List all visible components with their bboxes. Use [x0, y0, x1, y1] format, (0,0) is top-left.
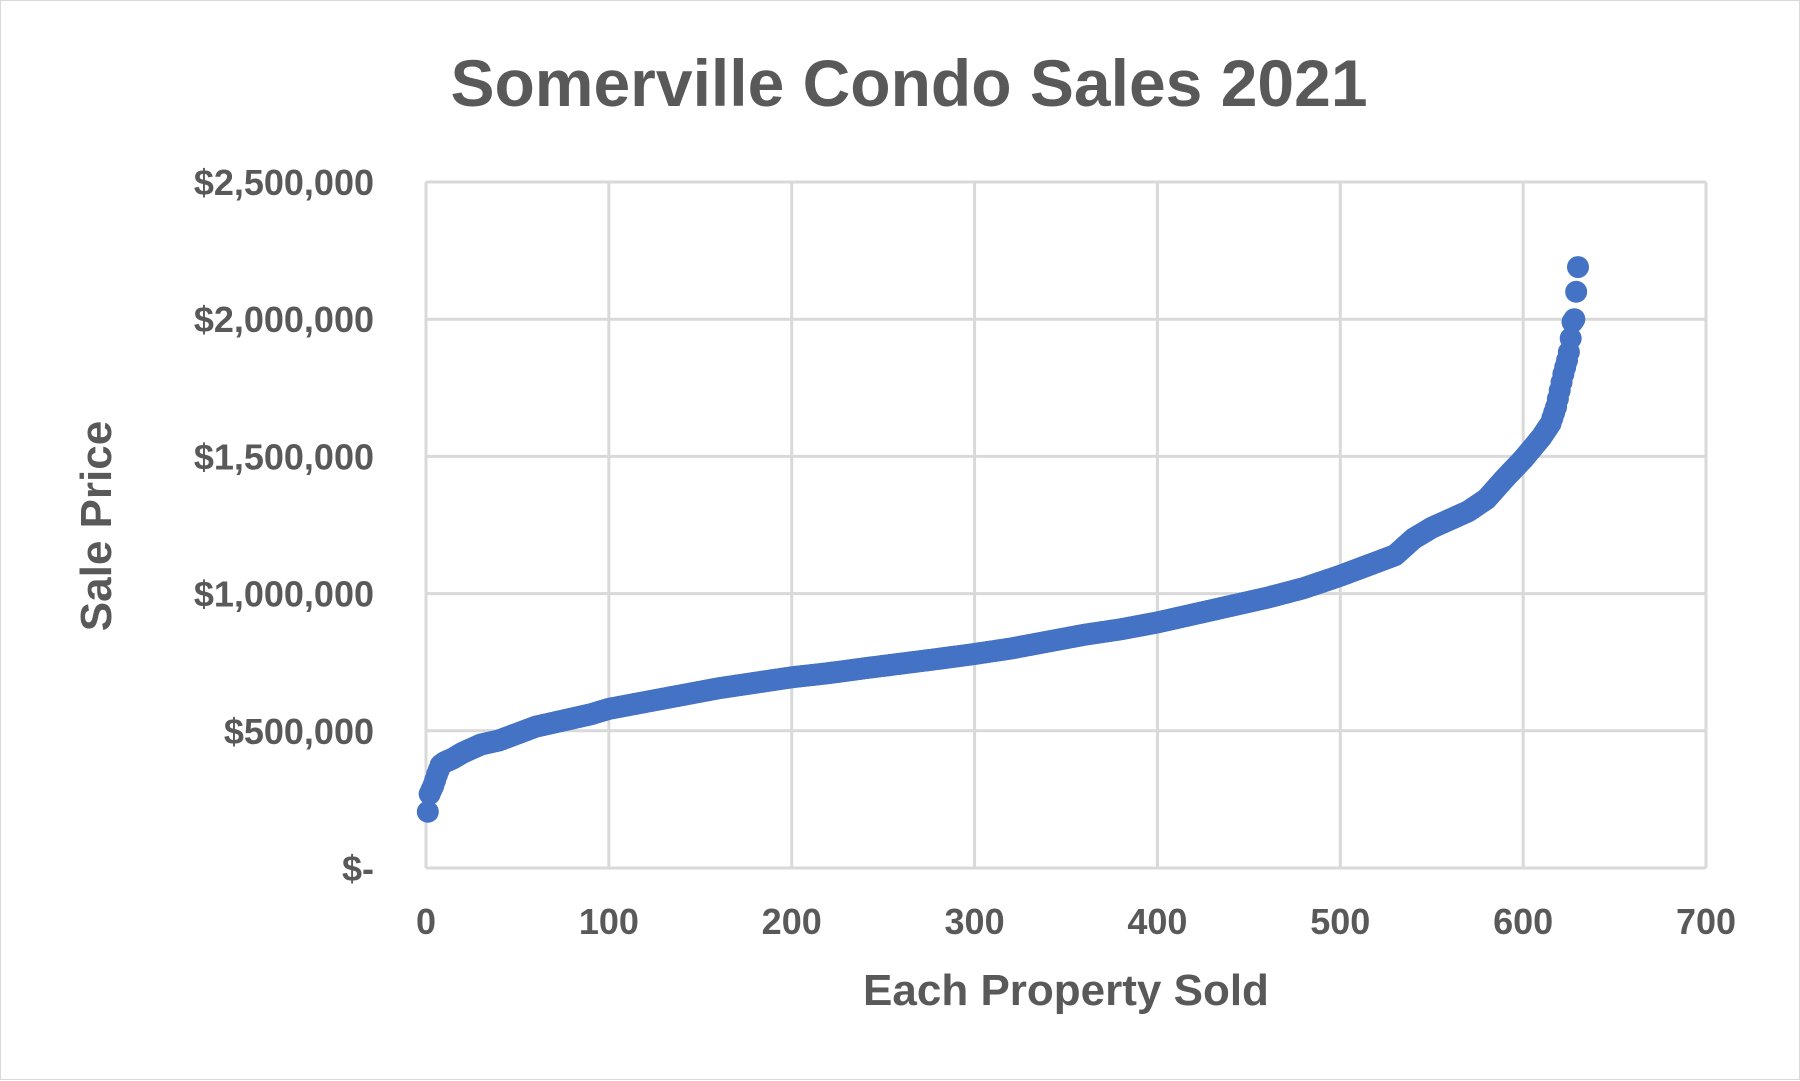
data-point: [1567, 256, 1589, 279]
x-tick-labels: 0 100 200 300 400 500 600 700: [416, 901, 1736, 942]
y-tick-label: $500,000: [224, 711, 374, 752]
x-axis-title: Each Property Sold: [863, 966, 1269, 1015]
y-tick-label: $2,500,000: [194, 162, 374, 203]
y-axis-title: Sale Price: [72, 421, 121, 631]
x-tick-label: 300: [945, 901, 1005, 942]
y-tick-label: $1,500,000: [194, 436, 374, 477]
x-tick-label: 500: [1310, 901, 1370, 942]
chart-title: Somerville Condo Sales 2021: [450, 46, 1367, 120]
y-tick-labels: $- $500,000 $1,000,000 $1,500,000 $2,000,000…: [194, 162, 374, 889]
data-point: [1559, 327, 1582, 350]
x-tick-label: 700: [1676, 901, 1736, 942]
y-tick-label: $2,000,000: [194, 299, 374, 340]
data-points: [416, 256, 1589, 823]
y-tick-label: $-: [342, 848, 374, 889]
x-tick-label: 0: [416, 901, 436, 942]
x-tick-label: 600: [1493, 901, 1553, 942]
data-point: [1563, 308, 1586, 331]
x-tick-label: 100: [579, 901, 639, 942]
gridlines: [424, 180, 1708, 870]
data-point: [1565, 280, 1588, 303]
y-tick-label: $1,000,000: [194, 574, 374, 615]
x-tick-label: 400: [1127, 901, 1187, 942]
x-tick-label: 200: [762, 901, 822, 942]
data-point: [416, 800, 439, 823]
